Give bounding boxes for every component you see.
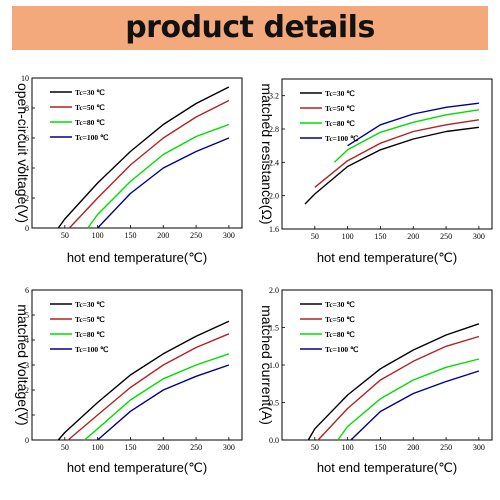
y-axis-label: open-circuit voltage(V) (15, 83, 31, 223)
y-tick-label: 10 (21, 74, 29, 83)
y-tick-label: 0 (25, 436, 29, 445)
x-tick-label: 300 (223, 443, 235, 452)
title-banner: product details (12, 6, 488, 50)
x-tick-label: 200 (157, 443, 169, 452)
legend-label: Tc=30 ℃ (325, 300, 355, 309)
legend-label: Tc=100 ℃ (75, 345, 109, 354)
series-line-1 (304, 126, 479, 205)
series-line-4 (97, 364, 230, 441)
y-tick-label: 2.8 (269, 125, 279, 134)
x-tick-label: 100 (342, 443, 354, 452)
series-line-3 (334, 109, 480, 163)
x-tick-label: 250 (190, 231, 202, 240)
legend-label: Tc=80 ℃ (75, 330, 105, 339)
y-tick-label: 4 (25, 336, 29, 345)
plot-frame (31, 289, 243, 441)
series-line-4 (350, 370, 480, 441)
x-tick-label: 50 (311, 443, 319, 452)
legend-label: Tc=30 ℃ (75, 300, 105, 309)
series-line-1 (307, 323, 480, 441)
legend-label: Tc=50 ℃ (325, 104, 355, 113)
legend-label: Tc=80 ℃ (325, 330, 355, 339)
x-tick-label: 100 (92, 443, 104, 452)
series-line-2 (67, 333, 230, 441)
plot-frame (31, 77, 243, 229)
series-line-1 (57, 86, 230, 229)
legend-label: Tc=80 ℃ (75, 118, 105, 127)
legend-label: Tc=30 ℃ (325, 89, 355, 98)
x-tick-label: 200 (407, 232, 419, 241)
legend-label: Tc=100 ℃ (75, 133, 109, 142)
x-tick-label: 50 (311, 232, 319, 241)
y-tick-label: 0 (25, 224, 29, 233)
x-axis-label: hot end temperature(℃) (67, 250, 207, 265)
banner-title: product details (125, 10, 375, 45)
x-tick-label: 300 (223, 231, 235, 240)
x-tick-label: 100 (92, 231, 104, 240)
x-tick-label: 150 (124, 443, 136, 452)
y-axis-label: matched resistance(Ω) (259, 83, 275, 224)
series-line-2 (68, 99, 230, 229)
y-axis-label: matched voltage(V) (15, 304, 31, 425)
y-tick-label: 8 (25, 104, 29, 113)
x-axis-label: hot end temperature(℃) (317, 250, 457, 265)
x-tick-label: 200 (157, 231, 169, 240)
x-axis-label: hot end temperature(℃) (67, 460, 207, 475)
legend-label: Tc=50 ℃ (325, 315, 355, 324)
y-tick-label: 0.5 (269, 399, 279, 408)
y-tick-label: 6 (25, 286, 29, 295)
x-tick-label: 150 (124, 231, 136, 240)
chart-panel-2: 50 100 150 200 250 300 1.6 2.0 2.4 2.8 3.2 Tc=30 ℃ T… (259, 78, 493, 265)
x-axis-label: hot end temperature(℃) (317, 460, 457, 475)
plot-frame (281, 78, 493, 230)
y-tick-label: 2.0 (269, 192, 279, 201)
y-tick-label: 2.0 (269, 286, 279, 295)
legend-label: Tc=100 ℃ (325, 345, 359, 354)
x-tick-label: 150 (374, 443, 386, 452)
x-tick-label: 100 (342, 232, 354, 241)
legend-label: Tc=100 ℃ (325, 134, 359, 143)
x-tick-label: 300 (473, 232, 485, 241)
y-tick-label: 5 (25, 311, 29, 320)
y-tick-label: 0.0 (269, 436, 279, 445)
series-line-3 (337, 358, 480, 441)
series-line-1 (57, 320, 230, 441)
y-tick-label: 1.6 (269, 225, 279, 234)
x-tick-label: 200 (407, 443, 419, 452)
x-tick-label: 300 (473, 443, 485, 452)
x-tick-label: 250 (440, 443, 452, 452)
chart-panel-1: 50 100 150 200 250 300 0 2 4 6 8 10 Tc=30 ℃ Tc=50 ℃ Tc… (15, 74, 243, 265)
chart-panel-4: 50 100 150 200 250 300 0.0 0.5 1.0 1.5 2.0 Tc=30 ℃ T… (259, 286, 493, 475)
y-tick-label: 3.2 (269, 92, 279, 101)
x-tick-label: 150 (374, 232, 386, 241)
legend-label: Tc=80 ℃ (325, 119, 355, 128)
y-tick-label: 2 (25, 194, 29, 203)
series-line-2 (314, 119, 480, 188)
series-line-2 (317, 335, 480, 441)
y-tick-label: 2 (25, 386, 29, 395)
series-line-4 (347, 102, 479, 147)
y-tick-label: 2.4 (269, 158, 279, 167)
y-tick-label: 1 (25, 411, 29, 420)
legend-label: Tc=50 ℃ (75, 103, 105, 112)
y-tick-label: 3 (25, 361, 29, 370)
y-tick-label: 6 (25, 134, 29, 143)
chart-panel-3: 50 100 150 200 250 300 0 1 2 3 4 5 6 Tc=30 ℃ Tc=50 ℃ Tc… (15, 286, 243, 475)
x-tick-label: 50 (61, 443, 69, 452)
x-tick-label: 250 (190, 443, 202, 452)
y-tick-label: 1.0 (269, 361, 279, 370)
legend-label: Tc=50 ℃ (75, 315, 105, 324)
x-tick-label: 50 (61, 231, 69, 240)
series-line-4 (97, 137, 230, 229)
legend-label: Tc=30 ℃ (75, 88, 105, 97)
y-tick-label: 4 (25, 164, 29, 173)
series-line-3 (87, 123, 230, 229)
series-line-3 (84, 353, 230, 441)
y-axis-label: matched current(A) (259, 305, 275, 425)
x-tick-label: 250 (440, 232, 452, 241)
y-tick-label: 1.5 (269, 324, 279, 333)
